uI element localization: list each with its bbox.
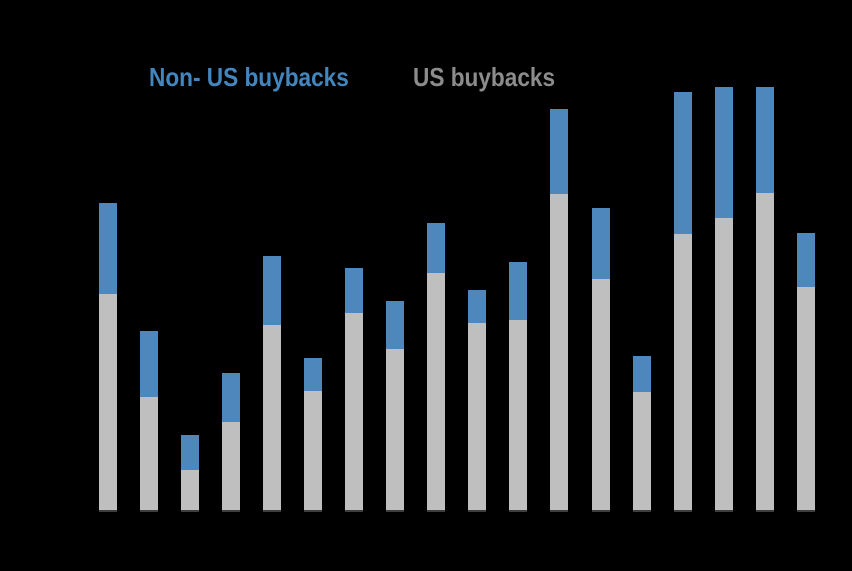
bar-group <box>509 262 527 512</box>
legend-label-us-buybacks: US buybacks <box>413 62 556 92</box>
bar-base-edge <box>633 510 651 512</box>
bar-segment-non-us-buybacks <box>263 256 281 325</box>
bar-group <box>181 435 199 512</box>
bar-segment-non-us-buybacks <box>797 233 815 287</box>
bar-segment-non-us-buybacks <box>386 301 404 349</box>
bar-segment-non-us-buybacks <box>633 356 651 392</box>
bar-segment-non-us-buybacks <box>99 203 117 294</box>
bar-segment-us-buybacks <box>592 279 610 510</box>
bar-group <box>386 301 404 512</box>
bar-base-edge <box>304 510 322 512</box>
bar-segment-non-us-buybacks <box>345 268 363 313</box>
bar-base-edge <box>386 510 404 512</box>
bar-base-edge <box>222 510 240 512</box>
bar-base-edge <box>263 510 281 512</box>
bar-segment-non-us-buybacks <box>304 358 322 391</box>
bar-group <box>592 208 610 512</box>
bar-segment-non-us-buybacks <box>222 373 240 422</box>
bar-base-edge <box>797 510 815 512</box>
bar-segment-non-us-buybacks <box>592 208 610 279</box>
bar-base-edge <box>550 510 568 512</box>
bar-segment-non-us-buybacks <box>468 290 486 323</box>
bar-segment-us-buybacks <box>715 218 733 510</box>
bar-group <box>797 233 815 512</box>
bar-segment-us-buybacks <box>427 273 445 510</box>
bar-base-edge <box>715 510 733 512</box>
bar-segment-us-buybacks <box>674 234 692 510</box>
bar-segment-us-buybacks <box>550 194 568 510</box>
bar-segment-us-buybacks <box>140 397 158 510</box>
bar-group <box>263 256 281 512</box>
bar-segment-us-buybacks <box>222 422 240 510</box>
bar-base-edge <box>99 510 117 512</box>
bar-segment-us-buybacks <box>99 294 117 510</box>
bar-segment-non-us-buybacks <box>674 92 692 234</box>
bar-base-edge <box>509 510 527 512</box>
bar-segment-us-buybacks <box>756 193 774 510</box>
bar-base-edge <box>468 510 486 512</box>
bar-group <box>674 92 692 512</box>
bar-base-edge <box>592 510 610 512</box>
bar-segment-us-buybacks <box>181 470 199 510</box>
bar-segment-non-us-buybacks <box>550 109 568 194</box>
bar-base-edge <box>674 510 692 512</box>
bar-segment-us-buybacks <box>509 320 527 510</box>
bar-group <box>345 268 363 512</box>
bar-segment-non-us-buybacks <box>509 262 527 320</box>
bar-segment-us-buybacks <box>304 391 322 510</box>
bar-segment-us-buybacks <box>633 392 651 510</box>
bar-segment-us-buybacks <box>468 323 486 510</box>
bar-group <box>427 223 445 512</box>
bar-segment-us-buybacks <box>386 349 404 510</box>
bar-segment-non-us-buybacks <box>427 223 445 273</box>
bar-segment-non-us-buybacks <box>181 435 199 470</box>
bar-base-edge <box>427 510 445 512</box>
bar-segment-non-us-buybacks <box>140 331 158 397</box>
bar-group <box>140 331 158 512</box>
bar-group <box>222 373 240 512</box>
bar-base-edge <box>140 510 158 512</box>
bar-group <box>304 358 322 512</box>
legend-label-non-us-buybacks: Non- US buybacks <box>149 62 349 92</box>
bar-segment-non-us-buybacks <box>756 87 774 193</box>
bar-group <box>633 356 651 512</box>
bar-segment-us-buybacks <box>263 325 281 510</box>
bar-segment-us-buybacks <box>345 313 363 510</box>
bar-base-edge <box>345 510 363 512</box>
bar-group <box>550 109 568 512</box>
bar-base-edge <box>181 510 199 512</box>
bar-group <box>99 203 117 512</box>
bar-segment-non-us-buybacks <box>715 87 733 218</box>
bar-group <box>715 87 733 512</box>
bar-group <box>468 290 486 512</box>
bar-group <box>756 87 774 512</box>
bar-segment-us-buybacks <box>797 287 815 510</box>
bar-base-edge <box>756 510 774 512</box>
